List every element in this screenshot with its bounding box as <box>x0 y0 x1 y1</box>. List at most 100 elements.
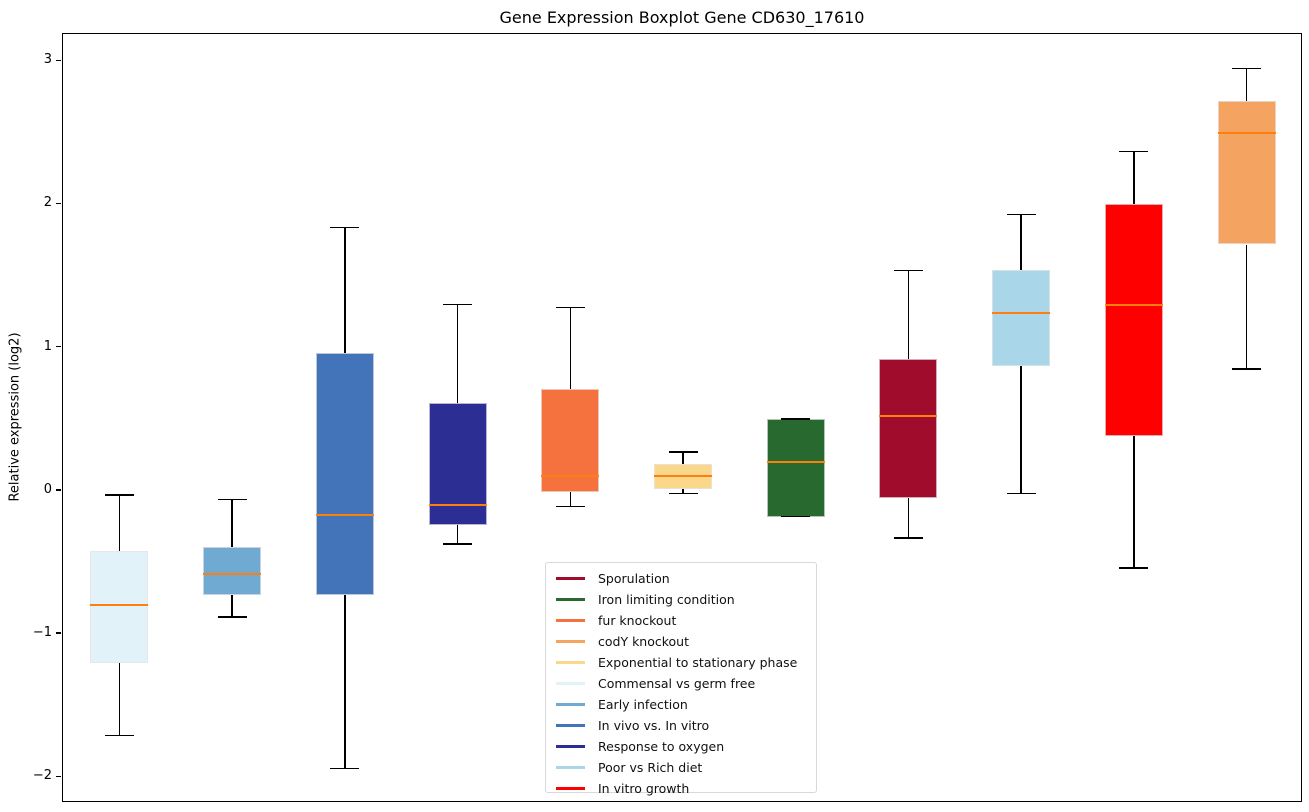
whisker-lower <box>569 492 572 507</box>
whisker-cap-bottom <box>668 492 698 495</box>
box-rect <box>428 403 487 526</box>
legend-label: codY knockout <box>598 634 690 649</box>
whisker-cap-bottom <box>217 616 247 618</box>
y-axis-label: Relative expression (log2) <box>7 332 23 502</box>
whisker-cap-top <box>668 451 698 453</box>
legend-swatch <box>556 598 585 601</box>
legend-label: Poor vs Rich diet <box>598 760 703 775</box>
whisker-cap-top <box>443 303 473 306</box>
legend-item: Early infection <box>546 694 816 715</box>
median-line <box>541 475 600 478</box>
box-rect <box>315 353 374 596</box>
median-line <box>315 514 374 517</box>
y-tick-mark <box>56 202 61 205</box>
legend-item: Exponential to stationary phase <box>546 652 816 673</box>
whisker-lower <box>1245 244 1248 370</box>
box-rect <box>541 389 600 493</box>
whisker-upper <box>118 495 121 551</box>
whisker-upper <box>456 304 459 404</box>
y-tick-label: 1 <box>43 338 52 354</box>
y-tick-label: −1 <box>32 625 52 641</box>
legend-label: Sporulation <box>598 571 670 586</box>
y-tick-mark <box>56 489 61 491</box>
whisker-lower <box>1020 366 1022 494</box>
box-rect <box>766 419 825 517</box>
box-rect <box>879 359 938 498</box>
whisker-cap-bottom <box>443 543 473 545</box>
legend-swatch <box>556 766 585 769</box>
median-line <box>428 504 487 507</box>
whisker-cap-top <box>1006 213 1036 216</box>
median-line <box>1104 303 1163 306</box>
box-rect <box>203 546 262 596</box>
whisker-upper <box>907 270 910 360</box>
whisker-cap-top <box>893 269 923 272</box>
whisker-lower <box>456 525 459 544</box>
whisker-lower <box>907 497 910 539</box>
median-line <box>879 415 938 418</box>
legend-item: Iron limiting condition <box>546 589 816 610</box>
median-line <box>654 475 712 478</box>
legend-swatch <box>556 640 585 643</box>
whisker-upper <box>1245 68 1248 102</box>
legend-swatch <box>556 787 585 790</box>
legend-swatch <box>556 745 585 748</box>
whisker-cap-top <box>1232 67 1262 70</box>
legend-label: Exponential to stationary phase <box>598 655 798 670</box>
median-line <box>203 572 262 575</box>
y-tick-label: −2 <box>32 768 52 784</box>
whisker-upper <box>1020 214 1022 271</box>
legend-item: In vivo vs. In vitro <box>546 715 816 736</box>
legend-swatch <box>556 577 585 580</box>
whisker-lower <box>231 595 233 617</box>
legend-label: fur knockout <box>598 613 677 628</box>
whisker-upper <box>569 307 572 390</box>
legend-swatch <box>556 703 585 706</box>
legend-swatch <box>556 724 585 727</box>
legend-label: In vivo vs. In vitro <box>598 718 710 733</box>
y-tick-mark <box>56 345 61 348</box>
y-tick-label: 3 <box>43 52 52 68</box>
y-tick-mark <box>56 775 61 777</box>
y-tick-mark <box>56 59 61 61</box>
legend-label: Iron limiting condition <box>598 592 735 607</box>
whisker-cap-bottom <box>555 505 585 508</box>
legend-label: In vitro growth <box>598 781 690 796</box>
whisker-lower <box>682 489 684 494</box>
y-tick-label: 0 <box>43 481 52 497</box>
legend-item: codY knockout <box>546 631 816 652</box>
whisker-upper <box>344 227 346 354</box>
whisker-cap-bottom <box>330 767 360 770</box>
whisker-cap-bottom <box>781 515 811 518</box>
whisker-upper <box>682 452 684 464</box>
legend-swatch <box>556 661 585 664</box>
legend-label: Response to oxygen <box>598 739 725 754</box>
whisker-lower <box>118 662 121 736</box>
whisker-cap-top <box>1119 150 1149 153</box>
legend-item: Poor vs Rich diet <box>546 757 816 778</box>
legend-item: Response to oxygen <box>546 736 816 757</box>
whisker-cap-top <box>330 226 360 229</box>
legend-swatch <box>556 682 585 685</box>
whisker-cap-top <box>104 494 134 496</box>
legend-item: Commensal vs germ free <box>546 673 816 694</box>
median-line <box>1217 131 1276 134</box>
legend-label: Commensal vs germ free <box>598 676 756 691</box>
whisker-cap-bottom <box>1232 368 1262 370</box>
whisker-cap-bottom <box>1006 492 1036 495</box>
whisker-cap-bottom <box>1119 567 1149 569</box>
whisker-upper <box>231 499 233 547</box>
whisker-cap-bottom <box>104 734 134 737</box>
y-tick-mark <box>56 632 61 634</box>
legend-item: fur knockout <box>546 610 816 631</box>
whisker-cap-bottom <box>893 537 923 539</box>
whisker-lower <box>344 595 346 769</box>
y-tick-label: 2 <box>43 195 52 211</box>
whisker-lower <box>1133 436 1135 569</box>
median-line <box>766 461 825 464</box>
median-line <box>90 604 149 607</box>
legend-item: In vitro growth <box>546 778 816 799</box>
legend-swatch <box>556 619 585 622</box>
whisker-cap-top <box>555 306 585 309</box>
